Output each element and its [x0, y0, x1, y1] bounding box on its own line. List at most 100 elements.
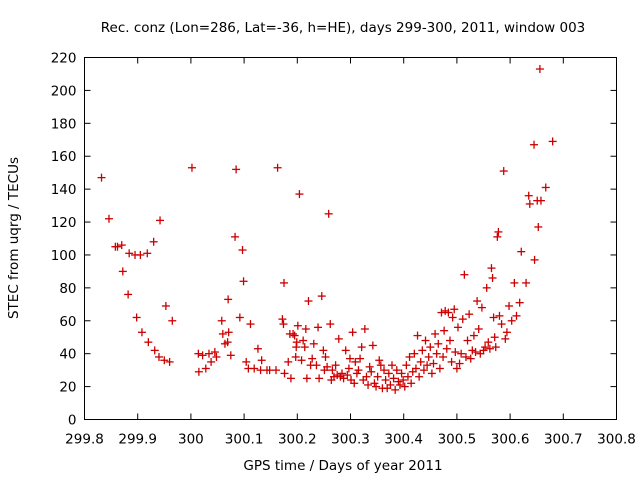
- data-point: [280, 369, 289, 378]
- data-point: [161, 301, 170, 310]
- data-point: [360, 325, 369, 333]
- data-point: [235, 313, 244, 322]
- data-point: [493, 232, 502, 241]
- data-point: [286, 374, 295, 383]
- data-point: [444, 308, 453, 317]
- data-point: [331, 361, 340, 370]
- data-point: [321, 352, 330, 361]
- data-point: [356, 354, 365, 363]
- data-point: [368, 341, 377, 350]
- data-point: [548, 137, 557, 146]
- data-point: [302, 374, 311, 383]
- data-point: [194, 367, 203, 376]
- data-point: [490, 333, 499, 342]
- data-point: [440, 326, 449, 335]
- data-point: [445, 336, 454, 345]
- y-tick-label: 200: [51, 83, 77, 99]
- data-point: [351, 357, 360, 366]
- data-point: [375, 356, 384, 365]
- data-point: [345, 354, 354, 363]
- y-tick-label: 140: [51, 182, 77, 198]
- data-point: [136, 250, 145, 259]
- data-point: [280, 278, 288, 287]
- data-point: [451, 348, 460, 357]
- data-point: [389, 374, 398, 383]
- data-point: [231, 232, 240, 241]
- data-point: [429, 359, 438, 368]
- data-point: [489, 313, 498, 322]
- x-tick-label: 300.1: [225, 432, 264, 448]
- data-point: [435, 364, 444, 373]
- data-point: [541, 183, 550, 192]
- data-point: [423, 361, 432, 370]
- data-point: [289, 329, 298, 338]
- x-tick-label: 300.3: [331, 432, 370, 448]
- data-point: [323, 362, 332, 371]
- data-point: [97, 173, 106, 182]
- data-point: [272, 366, 281, 375]
- data-point: [416, 357, 425, 366]
- data-point: [201, 364, 210, 373]
- data-point: [415, 372, 424, 381]
- data-point: [426, 343, 435, 352]
- data-point: [309, 339, 318, 348]
- data-point: [242, 357, 251, 366]
- data-point: [292, 338, 301, 347]
- x-tick-label: 300.2: [278, 432, 317, 448]
- data-point: [461, 352, 470, 361]
- data-point: [154, 352, 163, 361]
- data-point: [124, 290, 133, 299]
- data-point: [291, 352, 300, 361]
- data-point: [381, 376, 390, 385]
- data-point: [350, 379, 359, 388]
- data-point: [505, 301, 514, 310]
- data-point: [380, 366, 389, 375]
- data-point: [473, 297, 482, 306]
- data-point: [326, 320, 335, 329]
- data-point: [387, 361, 396, 370]
- data-point: [502, 328, 511, 337]
- x-tick-label: 300: [178, 432, 204, 448]
- data-point: [481, 343, 490, 352]
- data-point: [362, 372, 371, 381]
- data-point: [427, 369, 436, 378]
- data-point: [218, 329, 227, 338]
- data-point: [413, 331, 422, 340]
- data-point: [317, 292, 326, 301]
- data-point: [337, 369, 346, 378]
- data-point: [341, 346, 350, 355]
- data-point: [458, 315, 467, 324]
- data-point: [524, 191, 533, 200]
- data-point: [466, 354, 475, 363]
- data-point: [499, 167, 508, 176]
- data-point: [299, 336, 308, 345]
- data-point: [450, 305, 459, 314]
- data-point: [439, 352, 448, 361]
- x-tick-label: 300.8: [597, 432, 636, 448]
- data-point: [365, 362, 374, 371]
- data-point: [535, 65, 544, 74]
- data-point: [312, 361, 321, 370]
- data-point: [424, 352, 433, 361]
- data-point: [497, 320, 506, 329]
- data-point: [308, 354, 317, 363]
- data-point: [204, 349, 213, 358]
- data-point: [194, 349, 203, 358]
- data-point: [510, 278, 519, 287]
- data-point: [452, 364, 461, 373]
- data-point: [419, 366, 428, 375]
- y-tick-label: 180: [51, 116, 77, 132]
- data-point: [295, 190, 304, 199]
- data-point: [384, 369, 393, 378]
- data-point: [455, 359, 464, 368]
- data-point: [132, 313, 141, 322]
- y-tick-label: 120: [51, 215, 77, 231]
- data-point: [488, 273, 497, 282]
- data-point: [434, 339, 443, 348]
- data-point: [156, 216, 165, 225]
- x-axis-label: GPS time / Days of year 2011: [243, 458, 442, 474]
- data-point: [257, 356, 266, 365]
- data-point: [328, 366, 337, 375]
- data-point: [224, 328, 233, 337]
- data-point: [402, 361, 411, 370]
